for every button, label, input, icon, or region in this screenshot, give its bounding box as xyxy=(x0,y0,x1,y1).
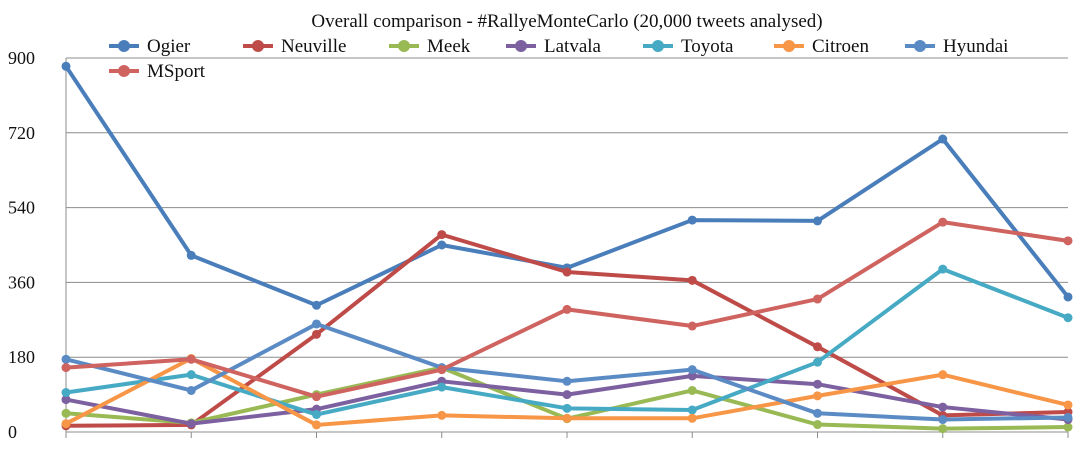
data-point-ogier xyxy=(1063,292,1073,302)
data-point-hyundai xyxy=(61,354,71,364)
data-point-ogier xyxy=(186,250,196,260)
series-msport xyxy=(61,217,1073,402)
series-group xyxy=(61,61,1073,434)
data-point-hyundai xyxy=(813,408,822,418)
data-point-hyundai xyxy=(1063,412,1073,422)
data-point-msport xyxy=(1063,236,1073,246)
data-point-citroen xyxy=(813,391,822,401)
legend-label: Ogier xyxy=(147,36,191,57)
data-point-latvala xyxy=(687,371,697,381)
data-point-toyota xyxy=(61,388,71,398)
data-point-neuville xyxy=(562,267,572,277)
y-tick-label: 180 xyxy=(8,347,35,367)
data-point-msport xyxy=(687,321,697,331)
y-tick-label: 720 xyxy=(8,123,35,143)
legend-label: Hyundai xyxy=(943,36,1008,57)
data-point-toyota xyxy=(312,410,321,420)
legend-swatch-marker xyxy=(118,40,130,52)
chart-title: Overall comparison - #RallyeMonteCarlo (… xyxy=(311,11,822,32)
data-point-msport xyxy=(312,392,321,402)
data-point-hyundai xyxy=(562,376,572,386)
data-point-hyundai xyxy=(938,415,948,425)
data-point-ogier xyxy=(61,61,71,71)
legend-item-msport: MSport xyxy=(109,61,206,82)
series-neuville xyxy=(61,230,1073,431)
data-point-ogier xyxy=(687,215,697,225)
data-point-meek xyxy=(938,424,948,434)
data-point-neuville xyxy=(687,275,697,285)
data-point-latvala xyxy=(938,402,948,412)
data-point-ogier xyxy=(938,134,948,144)
legend-swatch-marker xyxy=(515,40,527,52)
y-tick-label: 540 xyxy=(8,198,35,218)
legend-swatch-marker xyxy=(118,65,130,77)
legend-label: Meek xyxy=(427,36,471,57)
data-point-citroen xyxy=(61,419,71,429)
data-point-latvala xyxy=(813,379,822,389)
data-point-neuville xyxy=(312,329,321,339)
legend-swatch-marker xyxy=(914,40,926,52)
y-tick-label: 900 xyxy=(8,48,35,68)
data-point-meek xyxy=(61,408,71,418)
legend-label: MSport xyxy=(147,61,206,82)
data-point-meek xyxy=(813,420,822,430)
legend: Ogier Neuville Meek Latvala Toyota Citroen Hyu… xyxy=(109,36,1008,82)
legend-item-meek: Meek xyxy=(389,36,471,57)
data-point-latvala xyxy=(186,419,196,429)
data-point-toyota xyxy=(1063,313,1073,323)
data-point-latvala xyxy=(61,395,71,405)
data-point-msport xyxy=(437,365,447,375)
data-point-msport xyxy=(186,354,196,364)
data-point-toyota xyxy=(687,405,697,415)
data-point-hyundai xyxy=(312,319,321,329)
data-point-citroen xyxy=(1063,400,1073,410)
data-point-citroen xyxy=(938,370,948,380)
legend-swatch-marker xyxy=(252,40,264,52)
legend-label: Latvala xyxy=(544,36,602,57)
data-point-latvala xyxy=(562,390,572,400)
legend-item-hyundai: Hyundai xyxy=(905,36,1008,57)
data-point-ogier xyxy=(312,300,321,310)
legend-item-toyota: Toyota xyxy=(643,36,734,57)
legend-item-ogier: Ogier xyxy=(109,36,191,57)
data-point-toyota xyxy=(562,403,572,413)
legend-swatch-marker xyxy=(783,40,795,52)
y-tick-label: 0 xyxy=(8,422,17,442)
data-point-ogier xyxy=(437,240,447,250)
gridlines xyxy=(66,57,1068,358)
data-point-msport xyxy=(562,304,572,314)
data-point-ogier xyxy=(813,216,822,226)
legend-item-latvala: Latvala xyxy=(506,36,602,57)
legend-label: Neuville xyxy=(281,36,346,57)
legend-label: Citroen xyxy=(812,36,869,57)
series-hyundai xyxy=(61,319,1073,425)
data-point-toyota xyxy=(813,357,822,367)
data-point-citroen xyxy=(562,413,572,423)
data-point-neuville xyxy=(813,342,822,352)
data-point-citroen xyxy=(687,413,697,423)
data-point-neuville xyxy=(437,230,447,240)
data-point-citroen xyxy=(312,420,321,430)
y-tick-label: 360 xyxy=(8,272,35,292)
data-point-toyota xyxy=(437,382,447,392)
data-point-hyundai xyxy=(186,385,196,395)
data-point-toyota xyxy=(186,370,196,380)
data-point-citroen xyxy=(437,410,447,420)
legend-label: Toyota xyxy=(681,36,734,57)
data-point-msport xyxy=(61,363,71,373)
legend-item-citroen: Citroen xyxy=(774,36,869,57)
data-point-meek xyxy=(1063,422,1073,432)
data-point-meek xyxy=(687,385,697,395)
series-toyota xyxy=(61,264,1073,420)
data-point-hyundai xyxy=(687,365,697,375)
data-point-msport xyxy=(813,294,822,304)
legend-swatch-marker xyxy=(652,40,664,52)
y-axis-tick-labels: 0 180 360 540 720 900 xyxy=(8,48,35,442)
legend-item-neuville: Neuville xyxy=(243,36,346,57)
data-point-toyota xyxy=(938,264,948,274)
legend-swatch-marker xyxy=(398,40,410,52)
data-point-msport xyxy=(938,217,948,227)
